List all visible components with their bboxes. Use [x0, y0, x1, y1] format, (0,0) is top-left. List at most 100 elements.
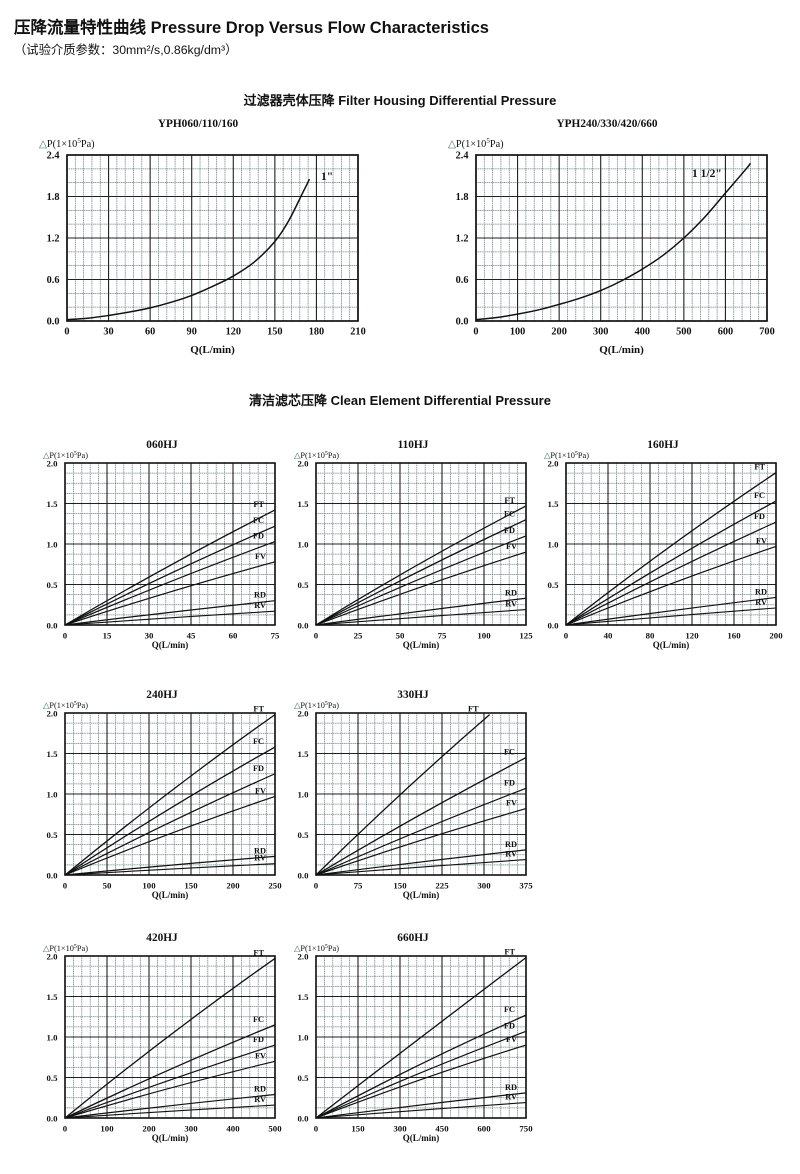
svg-text:△P(1×105Pa): △P(1×105Pa): [39, 137, 95, 150]
svg-text:1.8: 1.8: [47, 192, 60, 203]
svg-text:FC: FC: [504, 1005, 515, 1014]
svg-text:0: 0: [64, 327, 69, 338]
svg-text:FT: FT: [253, 500, 264, 509]
svg-text:2.0: 2.0: [298, 709, 310, 719]
svg-text:RD: RD: [254, 591, 266, 600]
svg-text:1.8: 1.8: [456, 192, 469, 203]
svg-text:200: 200: [769, 631, 783, 641]
svg-text:RD: RD: [505, 1083, 517, 1092]
svg-text:1.2: 1.2: [456, 234, 469, 245]
svg-text:0: 0: [314, 881, 319, 891]
svg-text:2.0: 2.0: [298, 952, 310, 962]
svg-text:Q(L/min): Q(L/min): [152, 890, 189, 900]
svg-text:△P(1×105Pa): △P(1×105Pa): [43, 701, 88, 710]
svg-text:80: 80: [646, 631, 655, 641]
svg-text:2.4: 2.4: [47, 151, 60, 162]
svg-text:375: 375: [519, 881, 533, 891]
svg-text:1.2: 1.2: [47, 234, 60, 245]
svg-text:100: 100: [510, 327, 525, 338]
svg-text:0.0: 0.0: [47, 621, 59, 631]
svg-text:FV: FV: [506, 799, 517, 808]
svg-text:0: 0: [63, 631, 68, 641]
svg-text:RV: RV: [254, 601, 266, 610]
svg-text:300: 300: [393, 1124, 407, 1134]
svg-text:250: 250: [268, 881, 282, 891]
svg-text:FC: FC: [253, 737, 264, 746]
svg-text:1.0: 1.0: [298, 540, 310, 550]
svg-text:90: 90: [187, 327, 197, 338]
svg-text:100: 100: [142, 881, 156, 891]
svg-text:2.0: 2.0: [298, 459, 310, 469]
svg-text:75: 75: [271, 631, 280, 641]
svg-text:Q(L/min): Q(L/min): [403, 640, 440, 650]
svg-text:△P(1×105Pa): △P(1×105Pa): [43, 944, 88, 953]
svg-text:2.0: 2.0: [47, 459, 59, 469]
svg-text:Q(L/min): Q(L/min): [653, 640, 690, 650]
svg-text:FT: FT: [253, 948, 264, 957]
svg-text:200: 200: [142, 1124, 156, 1134]
svg-text:△P(1×105Pa): △P(1×105Pa): [294, 451, 339, 460]
svg-text:FT: FT: [468, 705, 479, 714]
svg-text:300: 300: [593, 327, 608, 338]
svg-text:FT: FT: [754, 463, 765, 472]
svg-text:0: 0: [314, 631, 319, 641]
svg-text:150: 150: [393, 881, 407, 891]
svg-text:RV: RV: [254, 854, 266, 863]
svg-text:RV: RV: [254, 1095, 266, 1104]
svg-text:0: 0: [63, 1124, 68, 1134]
svg-text:60: 60: [229, 631, 238, 641]
svg-text:50: 50: [396, 631, 405, 641]
svg-text:150: 150: [351, 1124, 365, 1134]
svg-text:15: 15: [103, 631, 112, 641]
svg-text:FC: FC: [504, 748, 515, 757]
svg-text:0: 0: [314, 1124, 319, 1134]
svg-text:Q(L/min): Q(L/min): [190, 344, 235, 355]
svg-text:FD: FD: [253, 1035, 264, 1044]
svg-text:150: 150: [184, 881, 198, 891]
svg-text:FC: FC: [754, 491, 765, 500]
svg-text:Q(L/min): Q(L/min): [599, 344, 644, 355]
svg-text:RV: RV: [505, 600, 517, 609]
svg-text:1 1/2": 1 1/2": [692, 168, 722, 180]
svg-text:0.5: 0.5: [298, 580, 310, 590]
svg-text:RD: RD: [505, 588, 517, 597]
svg-text:1.5: 1.5: [47, 499, 59, 509]
svg-text:1.5: 1.5: [548, 499, 560, 509]
svg-text:Q(L/min): Q(L/min): [403, 890, 440, 900]
svg-text:300: 300: [477, 881, 491, 891]
svg-text:75: 75: [438, 631, 447, 641]
svg-text:160: 160: [727, 631, 741, 641]
svg-text:FV: FV: [255, 552, 266, 561]
svg-text:0.0: 0.0: [548, 621, 560, 631]
svg-text:1": 1": [321, 171, 333, 183]
svg-text:RD: RD: [755, 587, 767, 596]
svg-text:600: 600: [477, 1124, 491, 1134]
svg-text:150: 150: [267, 327, 282, 338]
svg-text:2.4: 2.4: [456, 151, 469, 162]
svg-text:1.0: 1.0: [47, 540, 59, 550]
svg-text:0.6: 0.6: [456, 275, 469, 286]
svg-text:0.0: 0.0: [47, 317, 60, 328]
svg-text:0.0: 0.0: [456, 317, 469, 328]
svg-text:300: 300: [184, 1124, 198, 1134]
svg-text:0.6: 0.6: [47, 275, 60, 286]
svg-text:500: 500: [676, 327, 691, 338]
svg-text:0: 0: [63, 881, 68, 891]
svg-text:△P(1×105Pa): △P(1×105Pa): [448, 137, 504, 150]
svg-text:△P(1×105Pa): △P(1×105Pa): [544, 451, 589, 460]
svg-text:0.0: 0.0: [47, 1114, 59, 1124]
svg-text:FV: FV: [756, 536, 767, 545]
svg-text:0.5: 0.5: [47, 580, 59, 590]
svg-text:1.5: 1.5: [298, 992, 310, 1002]
svg-text:1.0: 1.0: [47, 1033, 59, 1043]
svg-text:1.0: 1.0: [47, 790, 59, 800]
svg-text:FD: FD: [754, 512, 765, 521]
svg-text:FD: FD: [504, 1021, 515, 1030]
svg-text:1.0: 1.0: [298, 790, 310, 800]
svg-text:1.5: 1.5: [47, 992, 59, 1002]
svg-text:FD: FD: [253, 532, 264, 541]
svg-text:0.5: 0.5: [47, 830, 59, 840]
svg-text:50: 50: [103, 881, 112, 891]
svg-text:△P(1×105Pa): △P(1×105Pa): [43, 451, 88, 460]
svg-text:FV: FV: [506, 542, 517, 551]
